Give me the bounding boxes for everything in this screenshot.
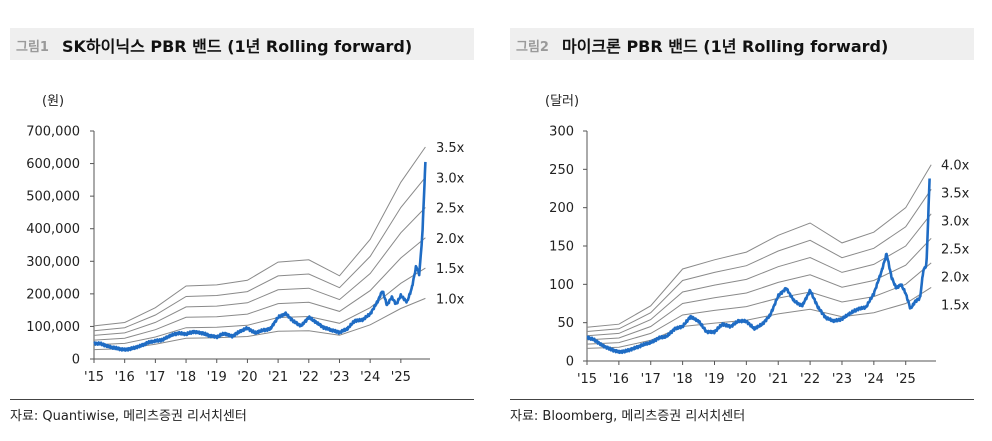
x-tick-label: '15 (84, 370, 104, 385)
x-tick-label: '18 (176, 370, 196, 385)
x-tick-label: '19 (207, 370, 227, 385)
x-tick-label: '24 (864, 372, 884, 387)
x-tick-label: '25 (896, 372, 916, 387)
y-tick-label: 0 (72, 353, 80, 368)
band-label-3.0x: 3.0x (941, 215, 970, 230)
pbr-band-line-3.0x (586, 213, 932, 337)
figure-2-panel: 그림2 마이크론 PBR 밴드 (1년 Rolling forward) (달러… (510, 0, 974, 441)
x-tick-label: '20 (237, 370, 257, 385)
x-tick-label: '17 (641, 372, 661, 387)
band-label-1.5x: 1.5x (941, 299, 970, 314)
x-tick-label: '17 (145, 370, 165, 385)
pbr-band-line-1.5x (586, 286, 932, 349)
band-label-3.0x: 3.0x (436, 171, 465, 186)
x-tick-label: '20 (736, 372, 756, 387)
x-tick-label: '18 (673, 372, 693, 387)
y-tick-label: 150 (549, 240, 574, 255)
x-tick-label: '21 (768, 372, 788, 387)
band-label-4.0x: 4.0x (941, 159, 970, 174)
x-tick-label: '16 (115, 370, 135, 385)
band-label-2.5x: 2.5x (941, 243, 970, 258)
figure-2-title: 마이크론 PBR 밴드 (1년 Rolling forward) (562, 37, 889, 56)
y-tick-label: 300,000 (26, 255, 80, 270)
figure-1-number: 그림1 (16, 40, 49, 55)
x-tick-label: '22 (299, 370, 319, 385)
band-label-2.0x: 2.0x (941, 271, 970, 286)
x-tick-label: '15 (577, 372, 597, 387)
figure-1-header: 그림1 SK하이닉스 PBR 밴드 (1년 Rolling forward) (10, 28, 474, 60)
pbr-band-line-2.0x (93, 237, 426, 341)
figure-2-header: 그림2 마이크론 PBR 밴드 (1년 Rolling forward) (510, 28, 974, 60)
pbr-band-line-2.0x (586, 262, 932, 345)
figure-1-panel: 그림1 SK하이닉스 PBR 밴드 (1년 Rolling forward) (… (10, 0, 474, 441)
x-tick-label: '16 (609, 372, 629, 387)
pbr-band-line-3.5x (586, 189, 932, 332)
micron-pbr-band-chart: 0 50 100 150 200 250 300 '15 '16 '17 '18 '19 '20 '21 '… (549, 125, 970, 388)
x-tick-label: '22 (800, 372, 820, 387)
band-label-3.5x: 3.5x (941, 187, 970, 202)
y-tick-label: 100,000 (26, 320, 80, 335)
x-tick-label: '21 (268, 370, 288, 385)
price-line-주가 (93, 161, 427, 352)
x-tick-label: '23 (832, 372, 852, 387)
y-tick-label: 200 (549, 201, 574, 216)
figure-1-unit-label: (원) (42, 94, 65, 109)
x-tick-label: '23 (329, 370, 349, 385)
y-tick-label: 200,000 (26, 287, 80, 302)
y-tick-label: 50 (557, 316, 574, 331)
y-tick-label: 0 (566, 355, 574, 370)
pbr-band-line-3.5x (93, 146, 426, 327)
figure-1-source: 자료: Quantiwise, 메리츠증권 리서치센터 (10, 409, 247, 424)
x-tick-label: '19 (704, 372, 724, 387)
figure-1-title: SK하이닉스 PBR 밴드 (1년 Rolling forward) (62, 37, 413, 56)
figure-2-source: 자료: Bloomberg, 메리츠증권 리서치센터 (510, 409, 746, 424)
figure-1-source-divider (10, 399, 474, 400)
figure-2-unit-label: (달러) (545, 94, 580, 109)
band-label-3.5x: 3.5x (436, 141, 465, 156)
band-label-1.5x: 1.5x (436, 262, 465, 277)
band-label-2.0x: 2.0x (436, 232, 465, 247)
y-tick-label: 300 (549, 125, 574, 140)
pbr-band-line-3.0x (93, 176, 426, 332)
figure-2-source-divider (510, 399, 974, 400)
price-line-주가 (586, 178, 931, 355)
y-tick-label: 250 (549, 163, 574, 178)
y-tick-label: 400,000 (26, 222, 80, 237)
figure-2-number: 그림2 (516, 40, 549, 55)
x-tick-label: '24 (360, 370, 380, 385)
y-tick-label: 500,000 (26, 190, 80, 205)
y-tick-label: 100 (549, 278, 574, 293)
pbr-band-line-1.0x (93, 297, 426, 351)
band-label-1.0x: 1.0x (436, 292, 465, 307)
y-tick-label: 600,000 (26, 157, 80, 172)
x-tick-label: '25 (391, 370, 411, 385)
y-tick-label: 700,000 (26, 125, 80, 140)
pbr-band-line-4.0x (586, 164, 932, 328)
band-label-2.5x: 2.5x (436, 202, 465, 217)
sk-hynix-pbr-band-chart: 0 100,000 200,000 300,000 400,000 500,000 600,… (26, 125, 465, 386)
pbr-band-line-2.5x (93, 207, 426, 336)
